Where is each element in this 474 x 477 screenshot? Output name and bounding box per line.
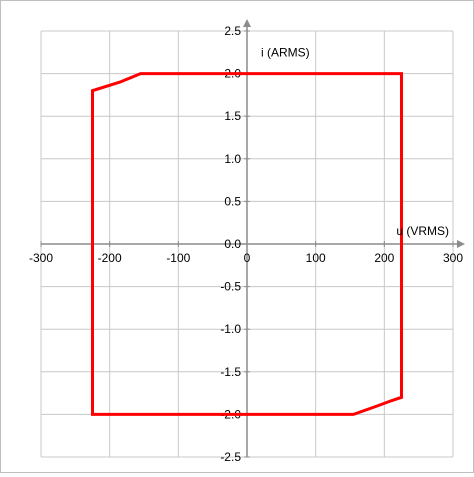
tick-labels: -300 -200 -100 0 100 200 3002.52.01.51.00.50.0…	[29, 24, 463, 464]
y-tick-label-10: -2.5	[220, 450, 241, 464]
x-tick-label-6: 300	[443, 251, 463, 265]
series	[91, 72, 403, 416]
x-tick-label-0: -300	[29, 251, 53, 265]
x-tick-label-4: 100	[306, 251, 326, 265]
x-tick-label-1: -200	[98, 251, 122, 265]
y-tick-label-0: 2.5	[224, 24, 241, 38]
y-axis-label: i (ARMS)	[261, 45, 310, 59]
x-axis-label: u (VRMS)	[396, 224, 449, 238]
series-line-0	[91, 72, 403, 416]
y-tick-label-3: 1.0	[224, 152, 241, 166]
y-axis-arrow	[243, 19, 251, 27]
x-axis-arrow	[457, 240, 465, 248]
y-tick-label-4: 0.5	[224, 194, 241, 208]
x-tick-label-5: 200	[374, 251, 394, 265]
x-tick-label-3: 0	[244, 251, 251, 265]
y-tick-label-8: -1.5	[220, 365, 241, 379]
y-tick-label-2: 1.5	[224, 109, 241, 123]
y-tick-label-7: -1.0	[220, 322, 241, 336]
y-tick-label-6: -0.5	[220, 280, 241, 294]
x-tick-label-2: -100	[166, 251, 190, 265]
y-tick-label-5: 0.0	[224, 237, 241, 251]
